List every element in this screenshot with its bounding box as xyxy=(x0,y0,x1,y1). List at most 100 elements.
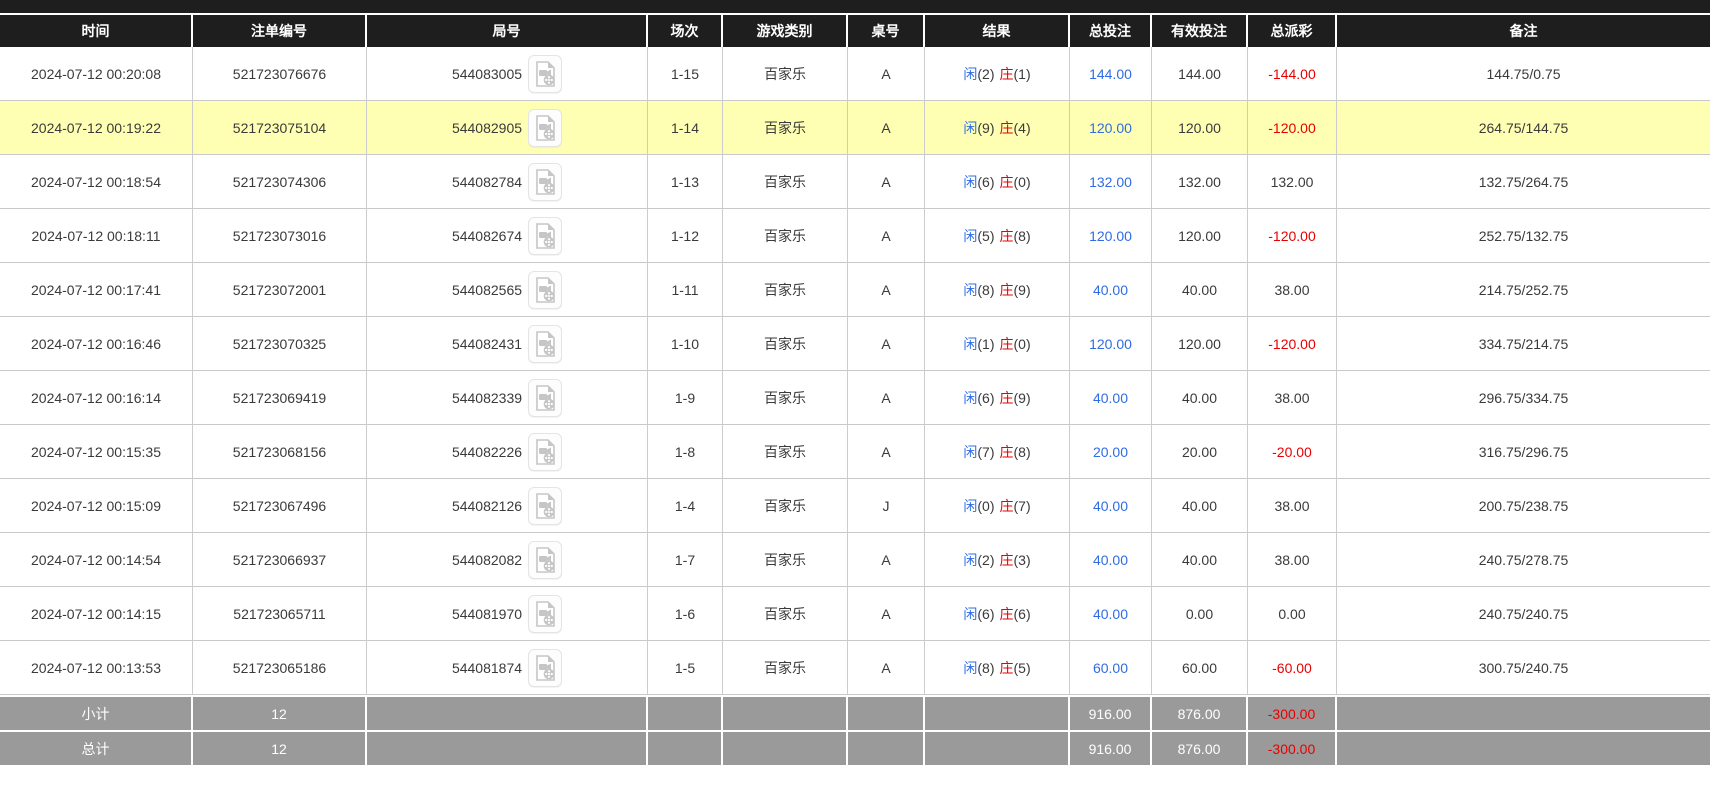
round-number: 544082565 xyxy=(451,281,523,298)
total-payout-cell: -144.00 xyxy=(1248,47,1337,101)
table-footer: 小计 12 916.00 876.00 -300.00 总计 12 916.00… xyxy=(0,695,1710,765)
summary-row: 总计 12 916.00 876.00 -300.00 xyxy=(0,730,1710,765)
video-replay-button[interactable] xyxy=(528,54,563,93)
video-replay-button[interactable] xyxy=(528,324,563,363)
valid-bet-cell: 120.00 xyxy=(1152,209,1248,263)
summary-row: 小计 12 916.00 876.00 -300.00 xyxy=(0,695,1710,730)
session-cell: 1-9 xyxy=(648,371,723,425)
bet-record-row: 2024-07-12 00:19:22 521723075104 5440829… xyxy=(0,101,1710,155)
result-cell: 闲(5) 庄(8) xyxy=(925,209,1070,263)
time-cell: 2024-07-12 00:17:41 xyxy=(0,263,193,317)
time-cell: 2024-07-12 00:13:53 xyxy=(0,641,193,695)
time-cell: 2024-07-12 00:14:15 xyxy=(0,587,193,641)
player-result-count: (6) xyxy=(977,605,995,622)
round-cell: 544081874 xyxy=(367,641,648,695)
banker-result-label: 庄 xyxy=(999,281,1014,298)
game-type-cell: 百家乐 xyxy=(723,479,848,533)
total-bet-cell: 120.00 xyxy=(1070,209,1152,263)
video-replay-button[interactable] xyxy=(528,270,563,309)
game-type-cell: 百家乐 xyxy=(723,263,848,317)
remark-cell: 240.75/240.75 xyxy=(1337,587,1710,641)
time-cell: 2024-07-12 00:14:54 xyxy=(0,533,193,587)
video-replay-button[interactable] xyxy=(528,486,563,525)
game-type-cell: 百家乐 xyxy=(723,641,848,695)
bet-id-cell: 521723076676 xyxy=(193,47,367,101)
remark-cell: 240.75/278.75 xyxy=(1337,533,1710,587)
summary-count-cell: 12 xyxy=(193,695,367,730)
time-cell: 2024-07-12 00:16:14 xyxy=(0,371,193,425)
video-replay-button[interactable] xyxy=(528,216,563,255)
banker-result-label: 庄 xyxy=(999,605,1014,622)
table-header: 时间 注单编号 局号 场次 游戏类别 桌号 结果 总投注 有效投注 总派彩 备注 xyxy=(0,15,1710,47)
banker-result-count: (4) xyxy=(1013,119,1031,136)
column-header-valid_bet: 有效投注 xyxy=(1152,15,1248,47)
bet-id-cell: 521723069419 xyxy=(193,371,367,425)
player-result-label: 闲 xyxy=(963,605,978,622)
total-bet-cell: 120.00 xyxy=(1070,101,1152,155)
result-cell: 闲(8) 庄(5) xyxy=(925,641,1070,695)
bet-record-row: 2024-07-12 00:14:54 521723066937 5440820… xyxy=(0,533,1710,587)
round-cell: 544082226 xyxy=(367,425,648,479)
bet-record-row: 2024-07-12 00:20:08 521723076676 5440830… xyxy=(0,47,1710,101)
summary-total-bet-cell: 916.00 xyxy=(1070,695,1152,730)
banker-result-label: 庄 xyxy=(999,551,1014,568)
remark-cell: 316.75/296.75 xyxy=(1337,425,1710,479)
total-bet-cell: 120.00 xyxy=(1070,317,1152,371)
round-number: 544081874 xyxy=(451,659,523,676)
video-replay-button[interactable] xyxy=(528,540,563,579)
result-cell: 闲(2) 庄(1) xyxy=(925,47,1070,101)
player-result-count: (2) xyxy=(977,551,995,568)
time-cell: 2024-07-12 00:15:35 xyxy=(0,425,193,479)
session-cell: 1-14 xyxy=(648,101,723,155)
total-bet-cell: 20.00 xyxy=(1070,425,1152,479)
player-result-label: 闲 xyxy=(963,227,978,244)
bet-id-cell: 521723066937 xyxy=(193,533,367,587)
session-cell: 1-7 xyxy=(648,533,723,587)
player-result-count: (5) xyxy=(977,227,995,244)
video-replay-button[interactable] xyxy=(528,108,563,147)
video-replay-button[interactable] xyxy=(528,432,563,471)
video-replay-button[interactable] xyxy=(528,378,563,417)
game-type-cell: 百家乐 xyxy=(723,317,848,371)
total-payout-cell: 0.00 xyxy=(1248,587,1337,641)
player-result-label: 闲 xyxy=(963,173,978,190)
video-file-icon xyxy=(535,438,555,465)
result-cell: 闲(9) 庄(4) xyxy=(925,101,1070,155)
video-file-icon xyxy=(535,168,555,195)
video-file-icon xyxy=(535,654,555,681)
video-replay-button[interactable] xyxy=(528,594,563,633)
result-cell: 闲(6) 庄(6) xyxy=(925,587,1070,641)
video-replay-button[interactable] xyxy=(528,162,563,201)
bet-id-cell: 521723073016 xyxy=(193,209,367,263)
session-cell: 1-13 xyxy=(648,155,723,209)
round-number: 544082339 xyxy=(451,389,523,406)
summary-label-cell: 小计 xyxy=(0,695,193,730)
table-no-cell: A xyxy=(848,317,925,371)
bet-record-row: 2024-07-12 00:13:53 521723065186 5440818… xyxy=(0,641,1710,695)
round-number: 544082905 xyxy=(451,119,523,136)
column-header-total_bet: 总投注 xyxy=(1070,15,1152,47)
valid-bet-cell: 132.00 xyxy=(1152,155,1248,209)
column-header-total_payout: 总派彩 xyxy=(1248,15,1337,47)
total-payout-cell: -120.00 xyxy=(1248,209,1337,263)
banker-result-count: (9) xyxy=(1013,389,1031,406)
round-cell: 544082339 xyxy=(367,371,648,425)
total-bet-cell: 40.00 xyxy=(1070,479,1152,533)
game-type-cell: 百家乐 xyxy=(723,101,848,155)
session-cell: 1-15 xyxy=(648,47,723,101)
result-cell: 闲(0) 庄(7) xyxy=(925,479,1070,533)
round-cell: 544081970 xyxy=(367,587,648,641)
bet-record-row: 2024-07-12 00:14:15 521723065711 5440819… xyxy=(0,587,1710,641)
session-cell: 1-8 xyxy=(648,425,723,479)
valid-bet-cell: 40.00 xyxy=(1152,533,1248,587)
session-cell: 1-10 xyxy=(648,317,723,371)
video-replay-button[interactable] xyxy=(528,648,563,687)
player-result-label: 闲 xyxy=(963,497,978,514)
bet-history-table: 时间 注单编号 局号 场次 游戏类别 桌号 结果 总投注 有效投注 总派彩 备注 2024-07-1… xyxy=(0,15,1710,765)
table-no-cell: A xyxy=(848,155,925,209)
table-no-cell: A xyxy=(848,101,925,155)
total-bet-cell: 40.00 xyxy=(1070,587,1152,641)
summary-remark-cell xyxy=(1337,730,1710,765)
summary-empty-game-cell xyxy=(723,695,848,730)
